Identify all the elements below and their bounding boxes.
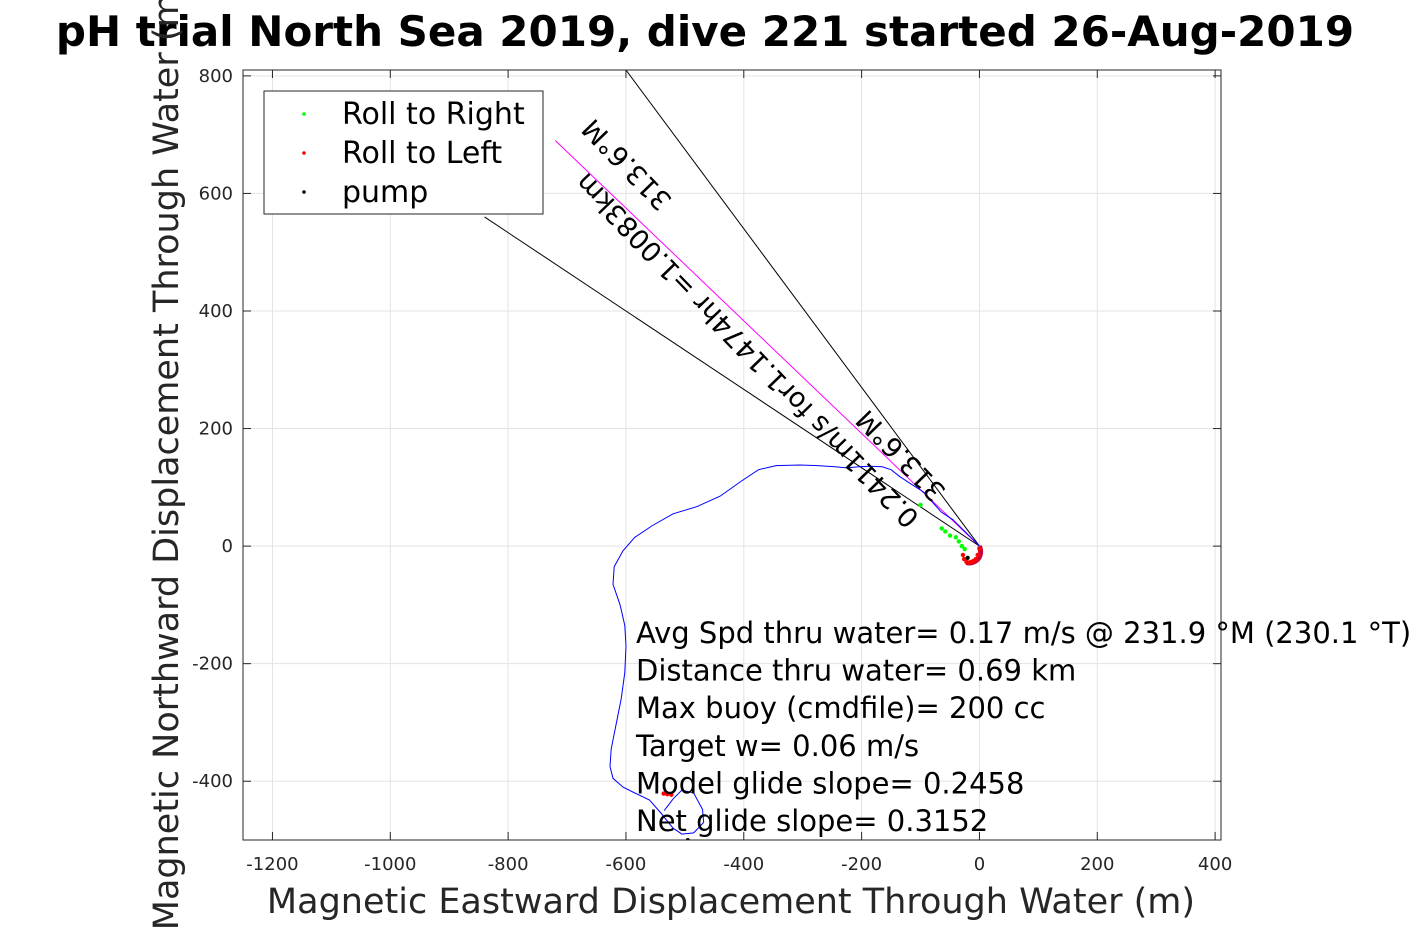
x-tick-label: -1200: [246, 854, 298, 875]
y-axis-label: Magnetic Northward Displacement Through …: [147, 0, 187, 930]
roll-left-point: [664, 791, 670, 797]
annotation-line: Distance thru water= 0.69 km: [636, 654, 1076, 688]
x-tick-label: -400: [723, 854, 764, 875]
x-tick-label: 200: [1080, 854, 1114, 875]
roll-left-point: [669, 792, 674, 797]
x-tick-label: 0: [974, 854, 985, 875]
chart-title: pH trial North Sea 2019, dive 221 starte…: [56, 7, 1354, 56]
x-tick-label: -200: [841, 854, 882, 875]
legend-label: Roll to Left: [342, 136, 502, 171]
legend-marker: [302, 151, 306, 155]
current-vector-line: [554, 140, 980, 547]
annotation-line: Target w= 0.06 m/s: [635, 729, 919, 763]
roll-right-point: [962, 546, 967, 552]
y-tick-label: -400: [192, 771, 233, 792]
x-tick-label: -600: [606, 854, 647, 875]
legend-marker: [302, 190, 306, 194]
roll-left-point: [964, 559, 969, 565]
heading-wedge-line: [484, 216, 980, 547]
x-tick-label: -1000: [364, 854, 416, 875]
y-tick-label: 200: [199, 419, 233, 440]
y-tick-label: 800: [199, 66, 233, 87]
legend-box: [263, 90, 544, 215]
y-tick-label: 400: [199, 301, 233, 322]
roll-right-point: [918, 502, 923, 508]
legend-label: pump: [342, 175, 428, 210]
annotation-line: Net glide slope= 0.3152: [636, 804, 988, 838]
pump-point: [965, 555, 970, 560]
roll-left-point: [661, 791, 666, 796]
legend: Roll to Right Roll to Left pump: [263, 90, 544, 215]
annotation-block: Avg Spd thru water= 0.17 m/s @ 231.9 °M …: [635, 616, 1411, 838]
legend-marker: [302, 112, 306, 116]
roll-right-point: [939, 526, 944, 531]
x-tick-label: -800: [488, 854, 529, 875]
roll-right-point: [943, 529, 948, 534]
ticks: -1200 -1000 -800 -600 -400 -200 0 200 400 -400 -20…: [192, 66, 1232, 875]
roll-left-point: [960, 552, 966, 558]
annotation-line: Max buoy (cmdfile)= 200 cc: [636, 691, 1045, 725]
roll-right-point: [956, 539, 962, 544]
annotation-line: Model glide slope= 0.2458: [636, 766, 1024, 800]
track-line: [609, 464, 980, 835]
roll-left-point: [961, 556, 967, 562]
roll-left-point: [977, 546, 982, 552]
y-tick-label: 0: [222, 536, 233, 557]
x-axis-label: Magnetic Eastward Displacement Through W…: [267, 882, 1195, 922]
roll-left-point: [975, 552, 980, 558]
roll-right-point: [953, 535, 959, 540]
heading-wedge-line: [625, 70, 980, 547]
roll-right-point: [947, 533, 953, 538]
annotation-line: Avg Spd thru water= 0.17 m/s @ 231.9 °M …: [636, 616, 1411, 650]
x-tick-label: 400: [1198, 854, 1232, 875]
roll-right-point: [959, 543, 964, 549]
y-tick-label: 600: [199, 183, 233, 204]
legend-label: Roll to Right: [342, 97, 525, 132]
y-tick-label: -200: [192, 654, 233, 675]
axes-frame: [242, 69, 1222, 841]
